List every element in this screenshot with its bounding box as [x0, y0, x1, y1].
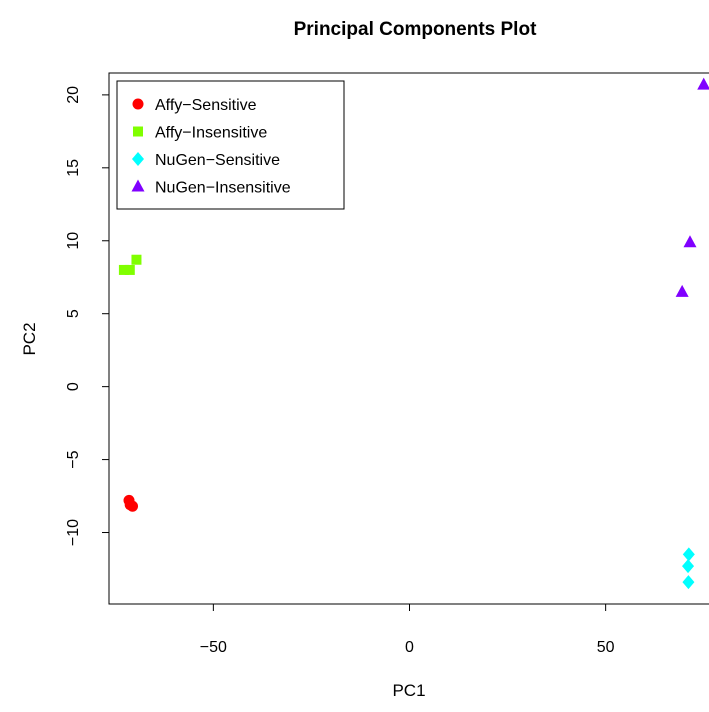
- chart-title: Principal Components Plot: [294, 19, 537, 40]
- y-tick-label: 10: [65, 232, 82, 250]
- y-tick-label: 0: [65, 382, 82, 391]
- point-series-4: [697, 77, 709, 90]
- y-tick-label: 20: [65, 86, 82, 104]
- x-tick-label: −50: [200, 639, 227, 656]
- legend-marker-4: [131, 179, 145, 192]
- legend-marker-3: [132, 152, 144, 166]
- legend-label: NuGen−Insensitive: [155, 180, 291, 197]
- point-series-1: [127, 500, 139, 512]
- y-tick-label: 5: [65, 309, 82, 318]
- legend-box: [116, 80, 345, 210]
- point-series-3: [682, 547, 695, 562]
- legend-marker-2: [133, 126, 143, 137]
- x-axis: −50 0 50: [200, 603, 615, 656]
- point-series-2: [124, 264, 135, 275]
- y-axis-label: PC2: [20, 322, 39, 355]
- y-tick-label: 15: [65, 159, 82, 177]
- point-series-3: [682, 559, 695, 574]
- legend-label: NuGen−Sensitive: [155, 152, 280, 169]
- y-tick-label: −10: [65, 519, 82, 546]
- legend-marker-1: [132, 98, 144, 110]
- legend: Affy−Sensitive Affy−Insensitive NuGen−Sens…: [116, 80, 345, 210]
- y-axis: −10 −5 0 5 10 15 20: [65, 86, 110, 546]
- point-series-4: [675, 284, 689, 297]
- legend-label: Affy−Insensitive: [155, 125, 267, 142]
- x-tick-label: 50: [597, 639, 615, 656]
- legend-label: Affy−Sensitive: [155, 97, 257, 114]
- point-series-3: [682, 575, 695, 590]
- data-points: [118, 77, 709, 590]
- y-tick-label: −5: [65, 450, 82, 468]
- point-series-4: [683, 235, 697, 248]
- point-series-2: [118, 264, 129, 275]
- x-tick-label: 0: [405, 639, 414, 656]
- x-axis-label: PC1: [392, 681, 425, 700]
- point-series-2: [131, 254, 142, 265]
